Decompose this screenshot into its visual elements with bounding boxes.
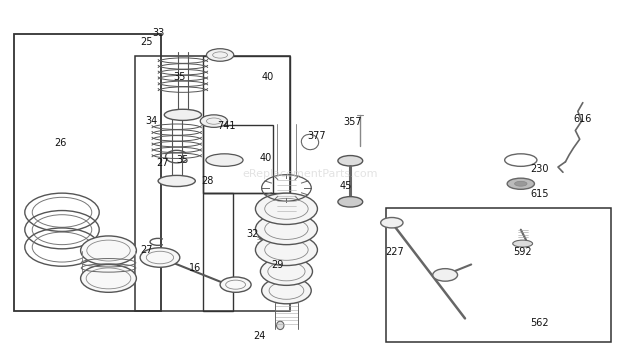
Text: 741: 741 [217, 121, 236, 131]
Ellipse shape [81, 264, 136, 292]
Text: 26: 26 [55, 139, 67, 148]
Ellipse shape [158, 175, 195, 187]
Text: 40: 40 [259, 153, 272, 163]
Text: 27: 27 [141, 245, 153, 255]
Ellipse shape [507, 178, 534, 189]
Text: 616: 616 [574, 114, 592, 124]
Ellipse shape [338, 156, 363, 166]
Ellipse shape [433, 269, 458, 281]
Text: 615: 615 [530, 189, 549, 199]
Text: 40: 40 [262, 72, 274, 81]
Text: 34: 34 [146, 116, 158, 126]
Text: 227: 227 [386, 247, 404, 257]
Text: 28: 28 [202, 176, 214, 186]
Bar [135, 56, 290, 311]
Ellipse shape [338, 197, 363, 207]
Bar [203, 125, 273, 193]
Ellipse shape [220, 277, 251, 292]
Ellipse shape [206, 49, 234, 61]
Text: 357: 357 [343, 117, 361, 127]
Text: eReplacementParts.com: eReplacementParts.com [242, 169, 378, 179]
Bar [203, 193, 232, 311]
Text: 230: 230 [530, 164, 549, 174]
Ellipse shape [255, 234, 317, 266]
Text: 29: 29 [271, 260, 283, 270]
Ellipse shape [164, 109, 202, 120]
Text: 16: 16 [189, 263, 202, 273]
Ellipse shape [262, 277, 311, 304]
Ellipse shape [515, 181, 527, 186]
Ellipse shape [206, 154, 243, 166]
Text: 35: 35 [177, 155, 189, 165]
Text: 24: 24 [253, 331, 265, 341]
Text: 33: 33 [152, 28, 164, 38]
Bar [14, 34, 161, 311]
Text: 32: 32 [247, 229, 259, 239]
Ellipse shape [255, 193, 317, 224]
Text: 45: 45 [340, 181, 352, 191]
Text: 27: 27 [156, 158, 169, 168]
Ellipse shape [381, 218, 403, 228]
Bar [386, 208, 611, 342]
Ellipse shape [260, 258, 312, 285]
Text: 377: 377 [307, 132, 326, 141]
Ellipse shape [200, 115, 228, 127]
Bar [203, 56, 290, 193]
Ellipse shape [140, 248, 180, 267]
Text: 592: 592 [513, 247, 532, 257]
Text: 25: 25 [140, 38, 153, 47]
Text: 35: 35 [174, 72, 186, 81]
Ellipse shape [255, 213, 317, 245]
Ellipse shape [277, 321, 284, 330]
Ellipse shape [513, 240, 533, 247]
Ellipse shape [81, 236, 136, 265]
Text: 562: 562 [530, 318, 549, 328]
